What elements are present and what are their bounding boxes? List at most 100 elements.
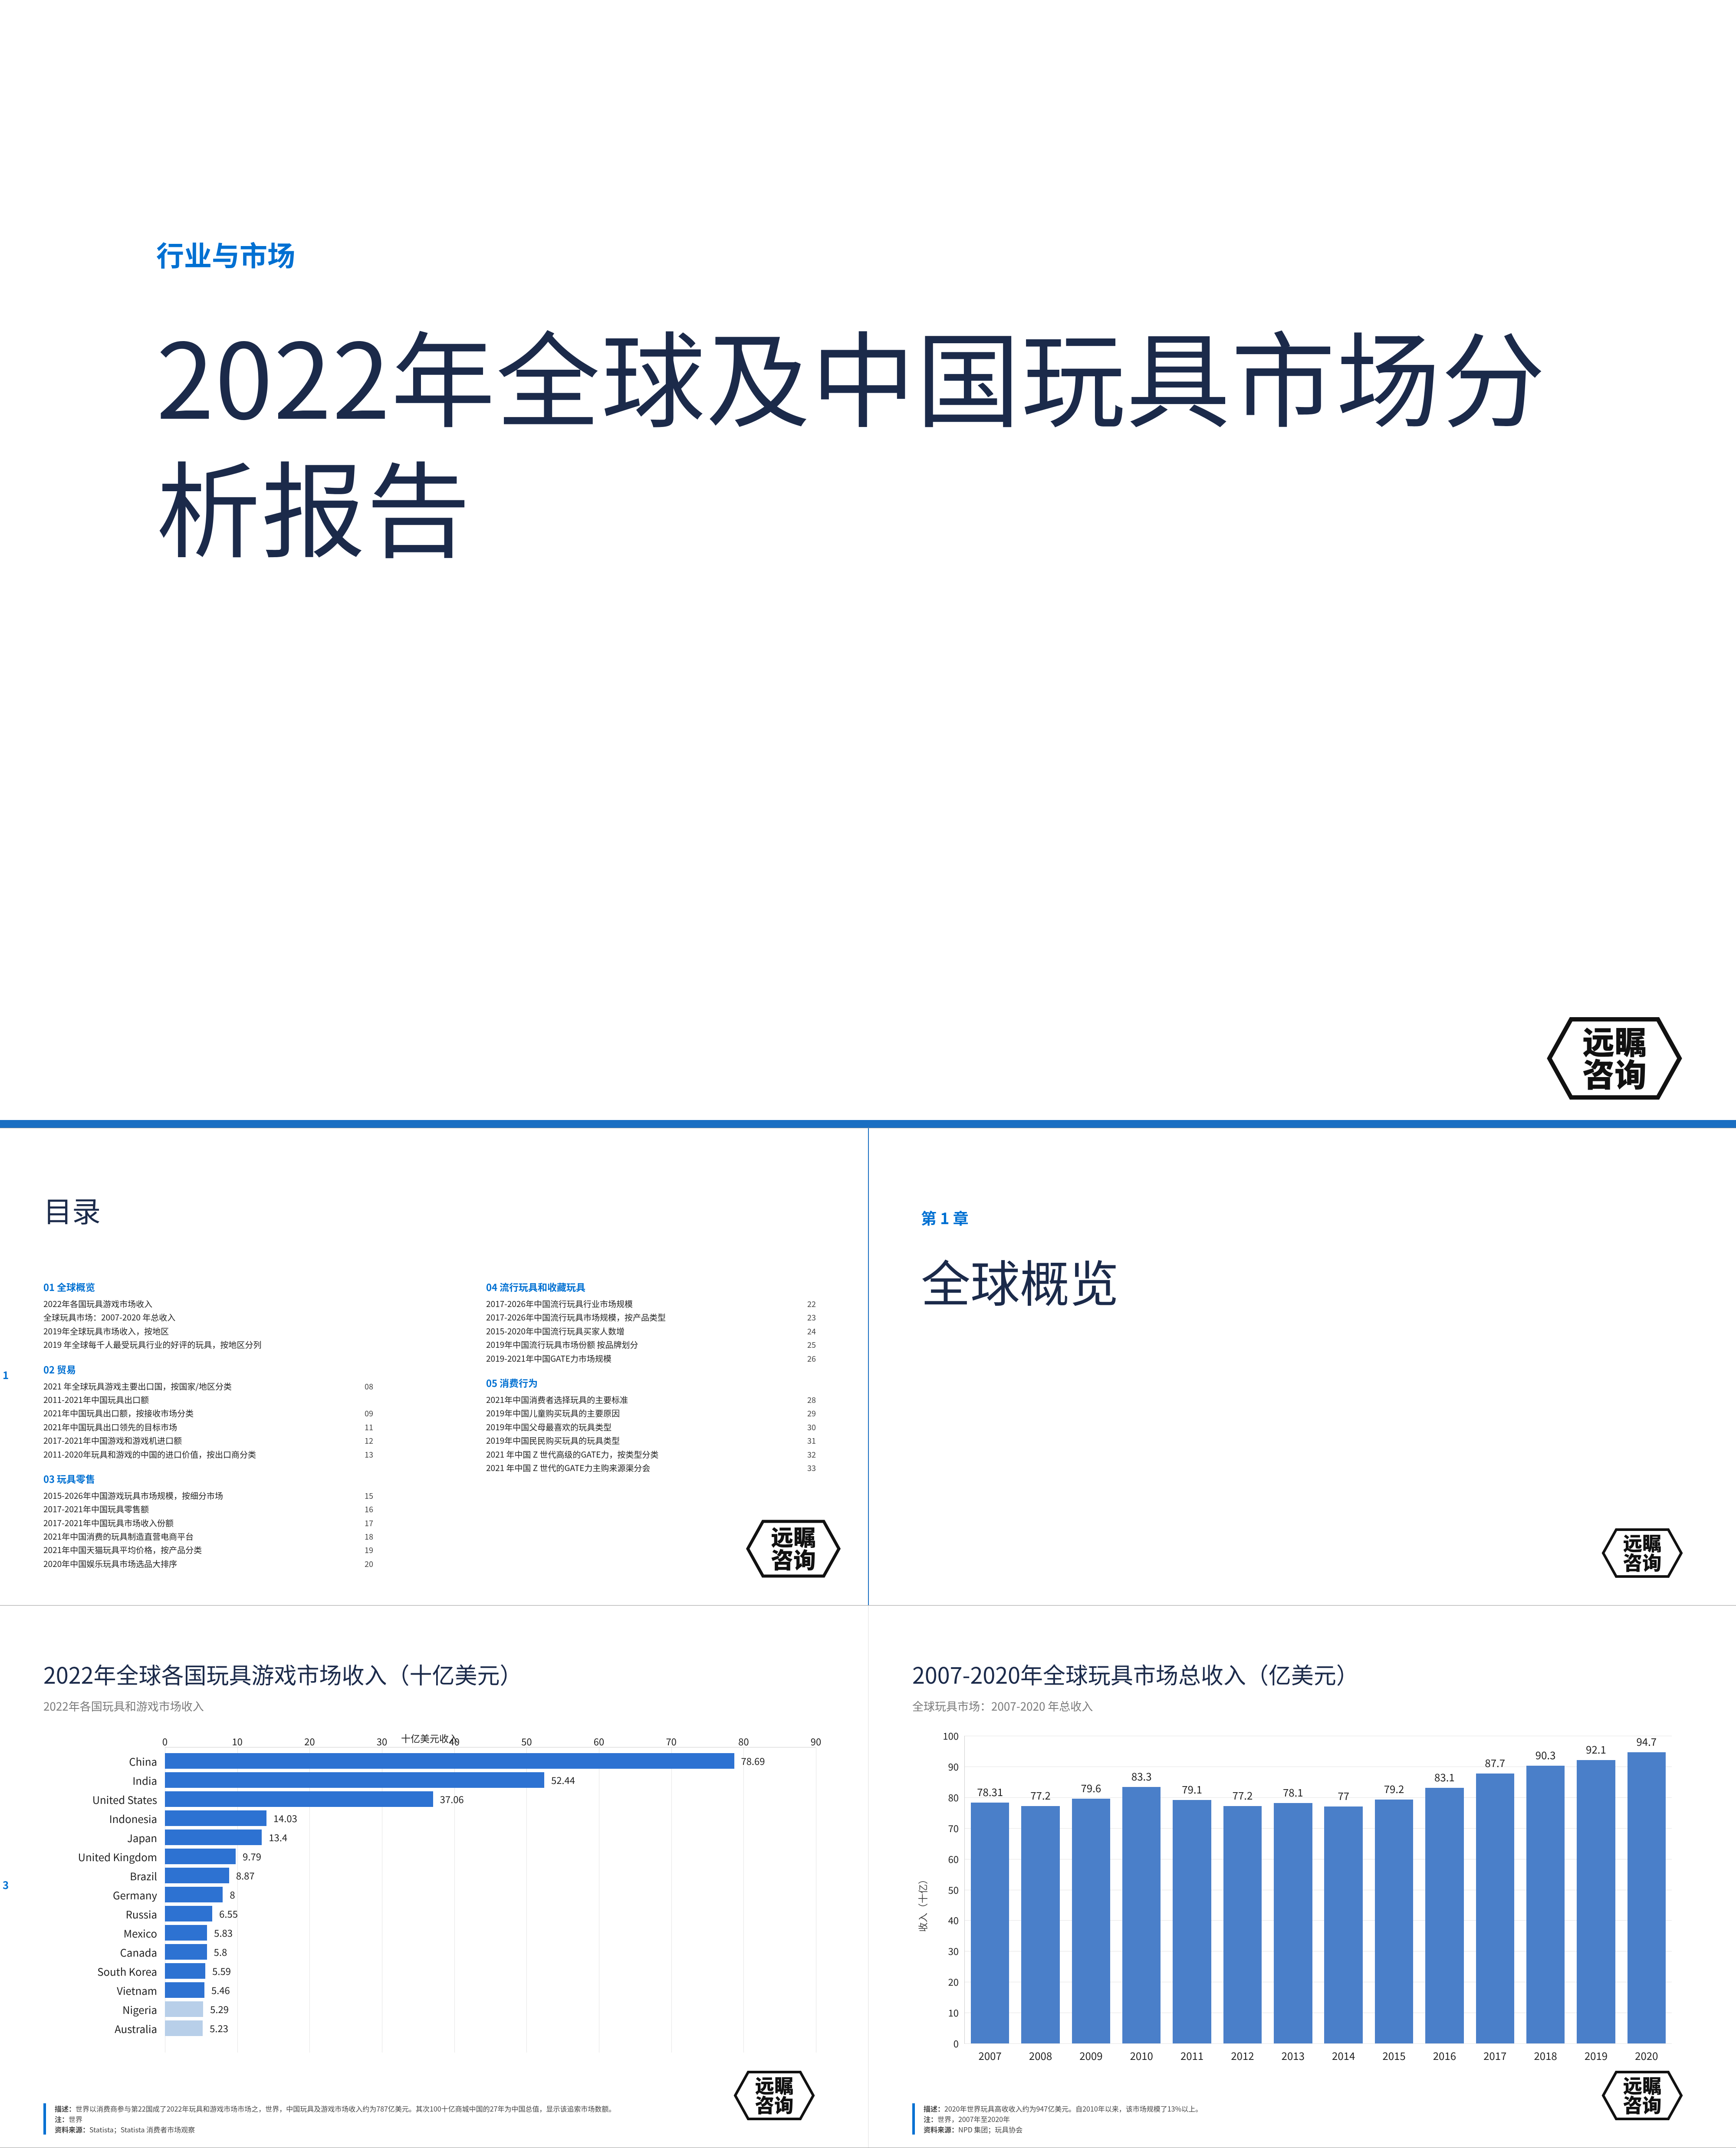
vbar-chart: 收入（十亿） 010203040506070809010078.31200777… <box>912 1731 1685 2061</box>
toc-row[interactable]: 2021年中国消费者选择玩具的主要标准28 <box>486 1393 816 1407</box>
hbar-value: 6.55 <box>219 1907 238 1921</box>
toc-row[interactable]: 2021年中国玩具出口领先的目标市场11 <box>43 1421 373 1434</box>
toc-item-text: 全球玩具市场：2007-2020 年总收入 <box>43 1311 175 1324</box>
svg-text:咨询: 咨询 <box>1623 1547 1662 1576</box>
toc-row[interactable]: 2019年中国父母最喜欢的玩具类型30 <box>486 1421 816 1434</box>
toc-row[interactable]: 2021年中国消费的玩具制造直营电商平台18 <box>43 1530 373 1544</box>
hbar-category-label: Mexico <box>43 1925 165 1941</box>
vbar-ytick: 70 <box>948 1821 965 1835</box>
vbar-bar <box>1223 1806 1262 2043</box>
charts-page: 3 2022年全球各国玩具游戏市场收入（十亿美元） 2022年各国玩具和游戏市场… <box>0 1606 1736 2148</box>
toc-row[interactable]: 2019年中国儿童购买玩具的主要原因29 <box>486 1407 816 1420</box>
brand-logo: 远瞩咨询 <box>1601 1527 1684 1579</box>
hbar-row: Mexico5.83 <box>165 1925 816 1941</box>
vbar-value: 83.3 <box>1131 1768 1152 1783</box>
footnote-line: 描述：2020年世界玩具高收收入约为947亿美元。自2010年以来，该市场规模了… <box>924 2103 1202 2114</box>
toc-row[interactable]: 2020年中国娱乐玩具市场选品大排序20 <box>43 1557 373 1571</box>
toc-item-text: 2015-2026年中国游戏玩具市场规模，按细分市场 <box>43 1489 223 1502</box>
vbar-bar <box>1173 1800 1211 2043</box>
toc-row[interactable]: 2021 年全球玩具游戏主要出口国，按国家/地区分类08 <box>43 1380 373 1393</box>
hbar-xtick: 10 <box>232 1734 242 1748</box>
toc-row[interactable]: 2019年中国流行玩具市场份额 按品牌划分25 <box>486 1338 816 1352</box>
vbar-value: 83.1 <box>1434 1769 1455 1784</box>
hbar-xtick: 70 <box>666 1734 676 1748</box>
toc-item-text: 2019-2021年中国GATE力市场规模 <box>486 1352 612 1365</box>
chapter-title: 全球概览 <box>921 1245 1684 1316</box>
svg-text:咨询: 咨询 <box>1623 2090 1662 2118</box>
vbar-column: 87.72017 <box>1470 1736 1520 2043</box>
vbar-xtick: 2016 <box>1433 2043 1456 2063</box>
hbar-row: Russia6.55 <box>165 1905 816 1922</box>
vbar-subtitle: 全球玩具市场：2007-2020 年总收入 <box>912 1698 1684 1714</box>
toc-item-text: 2019年中国流行玩具市场份额 按品牌划分 <box>486 1338 638 1351</box>
toc-row[interactable]: 2021年中国天猫玩具平均价格，按产品分类19 <box>43 1544 373 1557</box>
toc-item-text: 2017-2021年中国玩具零售额 <box>43 1503 149 1516</box>
hbar-xtick: 50 <box>521 1734 532 1748</box>
toc-item-page: 33 <box>790 1462 816 1475</box>
toc-row[interactable]: 2021 年中国 Z 世代的GATE力主购来源渠分会33 <box>486 1462 816 1475</box>
toc-row[interactable]: 2011-2021年中国玩具出口额 <box>43 1393 373 1407</box>
toc-item-text: 2021 年中国 Z 世代高级的GATE力，按类型分类 <box>486 1448 658 1461</box>
toc-section-title: 03 玩具零售 <box>43 1472 373 1486</box>
report-title: 2022年全球及中国玩具市场分析报告 <box>156 309 1580 569</box>
toc-row[interactable]: 2019年中国民民购买玩具的玩具类型31 <box>486 1434 816 1448</box>
hbar-xtick: 0 <box>162 1734 168 1748</box>
vbar-ytick: 50 <box>948 1883 965 1897</box>
hbar-category-label: Australia <box>43 2021 165 2036</box>
hbar-chart: 十亿美元收入 0102030405060708090China78.69Indi… <box>43 1731 816 2053</box>
toc-row[interactable]: 2017-2026年中国流行玩具行业市场规模22 <box>486 1297 816 1311</box>
vbar-title: 2007-2020年全球玩具市场总收入（亿美元） <box>912 1658 1684 1690</box>
toc-row[interactable]: 2019年全球玩具市场收入，按地区 <box>43 1325 373 1338</box>
vbar-xtick: 2013 <box>1282 2043 1305 2063</box>
hbar-value: 8 <box>230 1888 235 1902</box>
vbar-bar <box>1274 1803 1312 2043</box>
hbar-category-label: Germany <box>43 1887 165 1902</box>
toc-row[interactable]: 2021 年中国 Z 世代高级的GATE力，按类型分类 32 <box>486 1448 816 1462</box>
toc-row[interactable]: 2011-2020年玩具和游戏的中国的进口价值，按出口商分类13 <box>43 1448 373 1462</box>
vbar-ytick: 90 <box>948 1760 965 1774</box>
toc-item-page: 16 <box>347 1503 373 1516</box>
toc-row[interactable]: 2017-2021年中国玩具零售额 16 <box>43 1503 373 1516</box>
hbar-xtick: 20 <box>304 1734 315 1748</box>
toc-row[interactable]: 2015-2026年中国游戏玩具市场规模，按细分市场15 <box>43 1489 373 1503</box>
hbar-row: South Korea5.59 <box>165 1963 816 1979</box>
vbar-column: 77.22012 <box>1217 1736 1268 2043</box>
hbar-row: Germany8 <box>165 1886 816 1903</box>
hbar-category-label: United Kingdom <box>43 1849 165 1864</box>
toc-item-text: 2017-2026年中国流行玩具市场规模，按产品类型 <box>486 1311 666 1324</box>
eyebrow: 行业与市场 <box>156 234 1580 274</box>
vbar-xtick: 2008 <box>1029 2043 1052 2063</box>
vbar-column: 83.32010 <box>1116 1736 1167 2043</box>
vbar-xtick: 2009 <box>1079 2043 1102 2063</box>
toc-item-page: 32 <box>790 1448 816 1461</box>
vbar-xtick: 2018 <box>1534 2043 1557 2063</box>
toc-item-text: 2021年中国玩具出口额，按接收市场分类 <box>43 1407 194 1420</box>
hbar-row: Canada5.8 <box>165 1944 816 1960</box>
footnote-line: 注：世界 <box>55 2114 615 2124</box>
hbar-category-label: Indonesia <box>43 1811 165 1826</box>
hbar-row: Vietnam5.46 <box>165 1982 816 1998</box>
toc-row[interactable]: 2017-2021年中国游戏和游戏机进口额12 <box>43 1434 373 1448</box>
vbar-column: 79.12011 <box>1167 1736 1217 2043</box>
vbar-value: 79.6 <box>1081 1780 1101 1795</box>
hbar-value: 13.4 <box>269 1830 287 1844</box>
toc-item-text: 2017-2021年中国玩具市场收入份额 <box>43 1517 174 1530</box>
toc-row[interactable]: 2017-2021年中国玩具市场收入份额17 <box>43 1517 373 1530</box>
page-marker-left: 1 <box>3 1367 9 1382</box>
toc-row[interactable]: 2021年中国玩具出口额，按接收市场分类09 <box>43 1407 373 1420</box>
toc-item-page: 29 <box>790 1407 816 1420</box>
vbar-bar <box>1526 1766 1565 2043</box>
toc-row[interactable]: 2015-2020年中国流行玩具买家人数增24 <box>486 1325 816 1338</box>
vbar-bar <box>1324 1806 1362 2043</box>
vbar-column: 90.32018 <box>1520 1736 1571 2043</box>
toc-row[interactable]: 2022年各国玩具游戏市场收入 <box>43 1297 373 1311</box>
toc-item-page: 30 <box>790 1421 816 1434</box>
toc-row[interactable]: 全球玩具市场：2007-2020 年总收入 <box>43 1311 373 1324</box>
toc-row[interactable]: 2019 年全球每千人最受玩具行业的好评的玩具，按地区分列 <box>43 1338 373 1352</box>
vbar-bar <box>1476 1774 1514 2043</box>
toc-row[interactable]: 2019-2021年中国GATE力市场规模26 <box>486 1352 816 1366</box>
hbar-value: 5.23 <box>210 2021 228 2035</box>
toc-row[interactable]: 2017-2026年中国流行玩具市场规模，按产品类型23 <box>486 1311 816 1324</box>
toc-section-title: 05 消费行为 <box>486 1376 816 1390</box>
hbar-bar <box>165 1772 544 1788</box>
